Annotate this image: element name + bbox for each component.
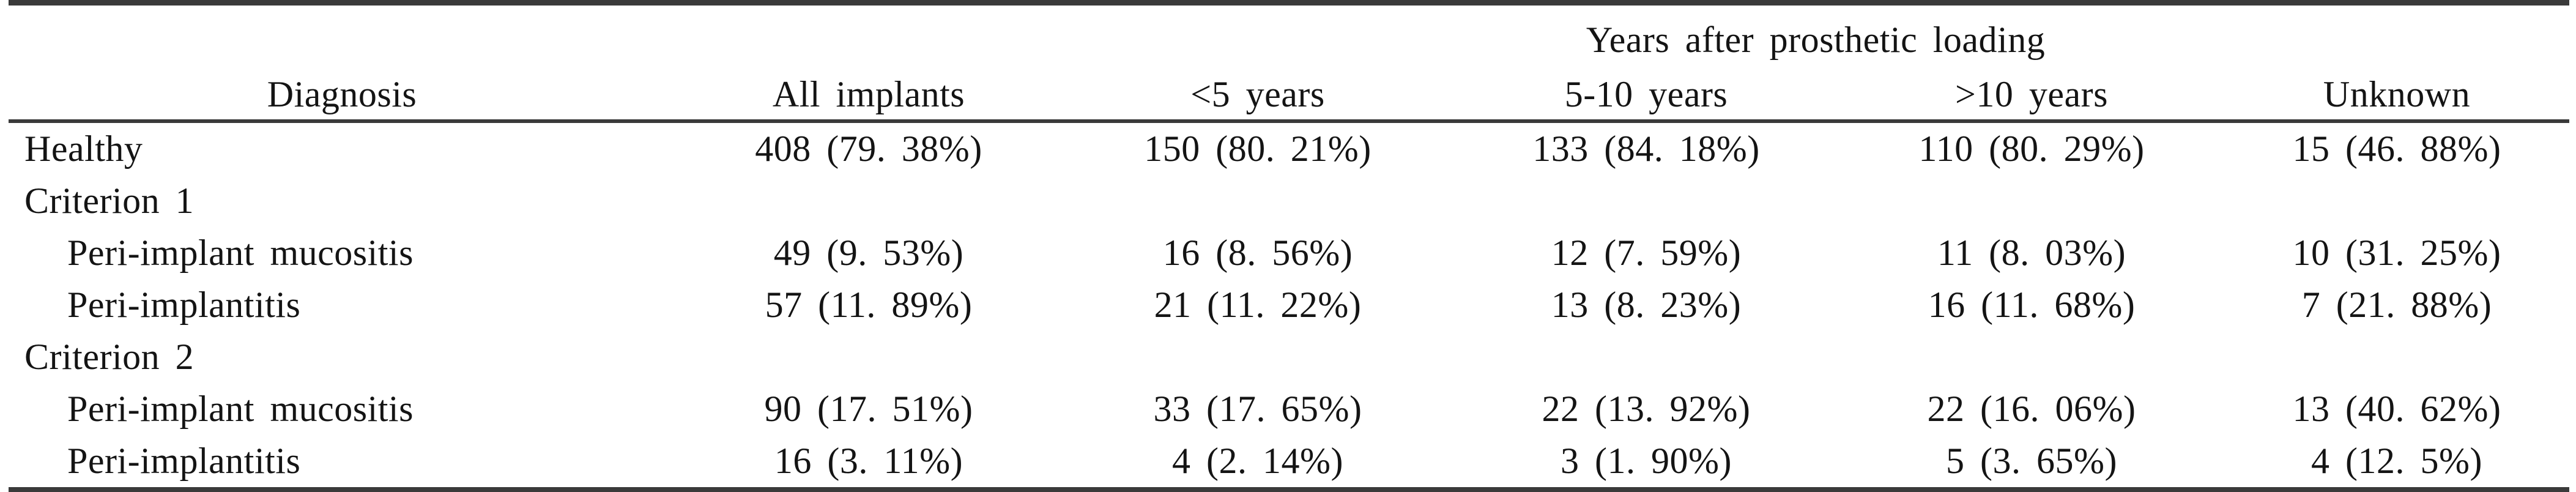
- col-header-5-10-years: 5-10 years: [1453, 69, 1839, 123]
- cell-value: 7 (21. 88%): [2301, 285, 2492, 325]
- row-label: Peri-implant mucositis: [67, 389, 414, 429]
- cell-value: 16 (11. 68%): [1928, 285, 2136, 325]
- cell-value: 3 (1. 90%): [1561, 441, 1732, 481]
- cell-value: 57 (11. 89%): [765, 285, 973, 325]
- cell-value: [1839, 331, 2224, 383]
- cell-value: 90 (17. 51%): [764, 389, 973, 429]
- cell-value: 22 (16. 06%): [1927, 389, 2136, 429]
- cell-value: [1453, 331, 1839, 383]
- cell-value: 16 (8. 56%): [1162, 233, 1353, 273]
- table-row-criterion-1: Criterion 1: [9, 175, 2569, 227]
- cell-value: [2224, 331, 2569, 383]
- table-row-c2-implantitis: Peri-implantitis 16 (3. 11%) 4 (2. 14%) …: [9, 435, 2569, 490]
- cell-value: 5 (3. 65%): [1946, 441, 2117, 481]
- row-label: Peri-implantitis: [67, 285, 301, 325]
- row-label: Peri-implantitis: [67, 441, 301, 481]
- table-row-c2-mucositis: Peri-implant mucositis 90 (17. 51%) 33 (…: [9, 383, 2569, 435]
- table-row-c1-implantitis: Peri-implantitis 57 (11. 89%) 21 (11. 22…: [9, 279, 2569, 331]
- cell-value: [1839, 175, 2224, 227]
- cell-value: 21 (11. 22%): [1154, 285, 1362, 325]
- cell-value: 16 (3. 11%): [774, 441, 963, 481]
- spanner-years-after-loading: Years after prosthetic loading: [1586, 19, 2046, 60]
- row-label: Criterion 1: [24, 181, 195, 221]
- col-header-unknown: Unknown: [2224, 69, 2570, 123]
- cell-value: 12 (7. 59%): [1551, 233, 1742, 273]
- col-header-gt10-years: >10 years: [1839, 69, 2224, 123]
- row-label: Criterion 2: [24, 337, 195, 377]
- row-label: Healthy: [24, 129, 143, 169]
- spanner-row: Years after prosthetic loading: [9, 3, 2569, 70]
- cell-value: 110 (80. 29%): [1918, 129, 2145, 169]
- table-row-c1-mucositis: Peri-implant mucositis 49 (9. 53%) 16 (8…: [9, 227, 2569, 279]
- cell-value: 11 (8. 03%): [1937, 233, 2126, 273]
- table-row-healthy: Healthy 408 (79. 38%) 150 (80. 21%) 133 …: [9, 121, 2569, 175]
- cell-value: 49 (9. 53%): [773, 233, 964, 273]
- cell-value: 13 (8. 23%): [1551, 285, 1742, 325]
- cell-value: [675, 175, 1062, 227]
- col-header-diagnosis: Diagnosis: [9, 69, 675, 123]
- cell-value: 10 (31. 25%): [2292, 233, 2501, 273]
- cell-value: [1453, 175, 1839, 227]
- col-header-all-implants: All implants: [675, 69, 1062, 123]
- cell-value: [2224, 175, 2569, 227]
- cell-value: [1062, 175, 1453, 227]
- cell-value: 150 (80. 21%): [1144, 129, 1372, 169]
- cell-value: 33 (17. 65%): [1153, 389, 1362, 429]
- cell-value: [1062, 331, 1453, 383]
- cell-value: 13 (40. 62%): [2292, 389, 2501, 429]
- spanner-spacer: [9, 3, 1062, 70]
- cell-value: 22 (13. 92%): [1542, 389, 1751, 429]
- cell-value: 133 (84. 18%): [1532, 129, 1760, 169]
- cell-value: 4 (2. 14%): [1172, 441, 1343, 481]
- table-row-criterion-2: Criterion 2: [9, 331, 2569, 383]
- column-header-row: Diagnosis All implants <5 years 5-10 yea…: [9, 69, 2570, 123]
- col-header-lt5-years: <5 years: [1062, 69, 1453, 123]
- cell-value: [675, 331, 1062, 383]
- diagnosis-table: Years after prosthetic loading Diagnosis…: [9, 0, 2570, 492]
- row-label: Peri-implant mucositis: [67, 233, 414, 273]
- cell-value: 408 (79. 38%): [755, 129, 982, 169]
- cell-value: 15 (46. 88%): [2292, 129, 2501, 169]
- cell-value: 4 (12. 5%): [2311, 441, 2482, 481]
